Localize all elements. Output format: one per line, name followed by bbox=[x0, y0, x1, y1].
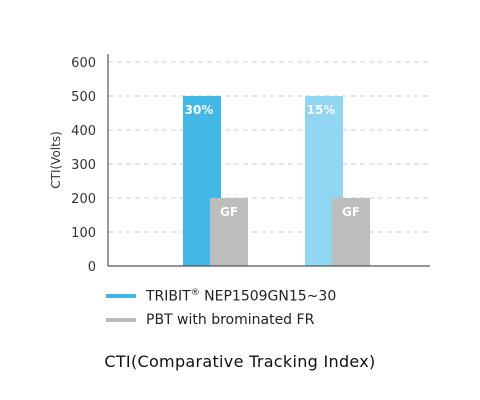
legend-item-tribit: TRIBIT® NEP1509GN15~30 bbox=[106, 284, 336, 308]
y-tick-label: 500 bbox=[71, 90, 96, 105]
y-tick-label: 0 bbox=[88, 260, 96, 275]
legend-label-pbt: PBT with brominated FR bbox=[146, 312, 315, 328]
bars: 30% GF 15% GF bbox=[183, 96, 370, 266]
bar-data-label: 15% bbox=[307, 103, 336, 117]
y-tick-label: 600 bbox=[71, 56, 96, 71]
y-axis-label: CTI(Volts) bbox=[49, 131, 63, 189]
y-tick-label: 300 bbox=[71, 158, 96, 173]
grid-lines bbox=[108, 61, 430, 233]
y-axis-ticks: 0 100 200 300 400 500 600 bbox=[71, 56, 96, 275]
bar-data-label: GF bbox=[220, 205, 238, 219]
bar-pbt-1 bbox=[210, 198, 248, 266]
legend-label-tribit: TRIBIT® NEP1509GN15~30 bbox=[146, 287, 337, 305]
bar-data-label: GF bbox=[342, 205, 360, 219]
bar-data-label: 30% bbox=[185, 103, 214, 117]
legend-swatch-pbt bbox=[106, 318, 136, 322]
legend-item-pbt: PBT with brominated FR bbox=[106, 308, 336, 332]
chart-caption: CTI(Comparative Tracking Index) bbox=[104, 352, 376, 371]
y-tick-label: 400 bbox=[71, 124, 96, 139]
bar-chart: CTI(Volts) 0 100 200 300 400 500 600 30% GF 15% G… bbox=[49, 54, 430, 275]
y-tick-label: 200 bbox=[71, 192, 96, 207]
bar-pbt-2 bbox=[332, 198, 370, 266]
legend-swatch-tribit bbox=[106, 294, 136, 298]
y-tick-label: 100 bbox=[71, 226, 96, 241]
legend: TRIBIT® NEP1509GN15~30 PBT with brominat… bbox=[106, 284, 336, 332]
